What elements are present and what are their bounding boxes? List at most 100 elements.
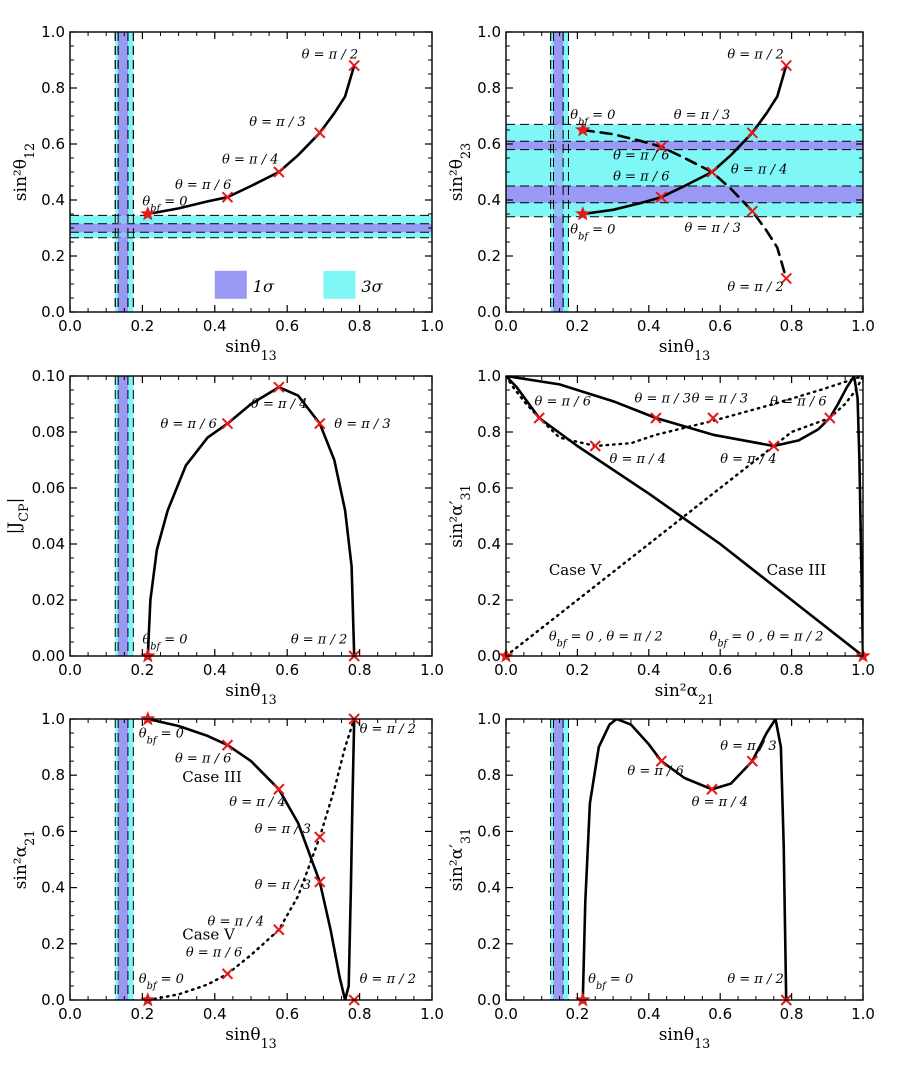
y-tick-label: 0.02: [32, 591, 65, 609]
sigma1-band-vertical: [118, 376, 128, 656]
legend-label-1sigma: 1σ: [253, 277, 275, 296]
y-tick-label: 0.4: [41, 191, 65, 209]
series-line-caseV-dotted: [146, 719, 356, 1000]
case-label: Case III: [767, 561, 827, 579]
y-tick-label: 1.0: [477, 710, 501, 728]
x-axis-label: sin²α21: [655, 681, 715, 708]
legend-swatch-1sigma: [214, 270, 247, 299]
sigma1-band-horizontal: [506, 186, 863, 203]
y-axis-label: |JCP|: [5, 498, 32, 535]
legend-label-3sigma: 3σ: [361, 277, 383, 296]
cross-marker: [746, 127, 759, 139]
point-annotation: θ = π / 3: [255, 822, 311, 837]
cross-marker: [650, 412, 662, 424]
case-label: Case V: [549, 561, 603, 579]
point-annotation: θ = π / 3: [720, 739, 776, 754]
y-tick-label: 0.4: [41, 879, 65, 897]
sigma1-band-horizontal: [70, 223, 432, 233]
x-tick-label: 0.4: [203, 661, 227, 679]
y-tick-label: 0.6: [41, 135, 65, 153]
chart-panel-a: 0.0 0.2 0.4 0.6 0.8 1.0 0.0 0.2 0.4 0.6 0.8 1.0 sinθ…: [11, 23, 444, 364]
point-annotation: θ = π / 6: [175, 178, 231, 193]
cross-marker: [273, 381, 285, 393]
y-axis-label: sin²θ12: [11, 143, 38, 201]
point-annotation: θbf = 0: [570, 223, 615, 243]
point-annotation: θ = π / 3: [334, 417, 390, 432]
x-tick-label: 0.0: [494, 1005, 518, 1023]
cross-marker: [221, 191, 234, 203]
point-annotation: θ = π / 6: [535, 394, 591, 409]
x-tick-label: 0.2: [565, 317, 589, 335]
chart-panel-b: 0.0 0.2 0.4 0.6 0.8 1.0 0.0 0.2 0.4 0.6 0.8 1.0 sinθ…: [447, 23, 875, 364]
y-tick-label: 0.2: [41, 935, 65, 953]
cross-marker: [768, 440, 780, 452]
point-annotation: θbf = 0 , θ = π / 2: [549, 630, 663, 650]
x-tick-label: 0.4: [637, 317, 661, 335]
point-annotation: θ = π / 6: [175, 752, 231, 767]
x-tick-label: 0.6: [275, 1005, 299, 1023]
y-tick-label: 0.0: [477, 991, 501, 1009]
point-annotation: θ = π / 4: [208, 915, 264, 930]
series-line-alpha31: [581, 719, 788, 1000]
y-axis-label: sin²α′31: [447, 484, 474, 548]
cross-marker: [780, 272, 792, 285]
point-annotation: θ = π / 6: [161, 417, 217, 432]
x-tick-label: 0.8: [780, 317, 804, 335]
cross-marker: [221, 968, 234, 980]
x-axis-label: sinθ13: [225, 337, 277, 364]
cross-marker: [780, 59, 792, 72]
point-annotation: θ = π / 6: [627, 764, 683, 779]
x-tick-label: 0.0: [494, 661, 518, 679]
x-tick-label: 0.8: [348, 317, 372, 335]
x-tick-label: 0.6: [708, 317, 732, 335]
cross-marker: [824, 412, 836, 424]
x-axis-label: sinθ13: [225, 1025, 277, 1052]
y-tick-label: 0.0: [477, 647, 501, 665]
x-tick-label: 1.0: [851, 661, 875, 679]
y-tick-label: 0.6: [41, 822, 65, 840]
legend-swatch-3sigma: [323, 270, 356, 299]
y-tick-label: 1.0: [477, 367, 501, 385]
cross-marker: [221, 739, 234, 751]
x-tick-label: 1.0: [420, 317, 444, 335]
y-axis-label: sin²α′31: [447, 828, 474, 892]
point-annotation: θbf = 0: [570, 108, 615, 128]
x-axis-label: sinθ13: [659, 1025, 711, 1052]
cross-marker: [655, 191, 668, 203]
cross-marker: [746, 205, 759, 217]
point-annotation: θ = π / 3: [685, 221, 741, 236]
x-tick-label: 0.4: [203, 317, 227, 335]
y-tick-label: 0.2: [41, 247, 65, 265]
sigma1-band-vertical: [553, 719, 564, 1000]
x-axis-label: sinθ13: [659, 337, 711, 364]
y-tick-label: 0.6: [477, 135, 501, 153]
series-line-caseIII-solid: [506, 376, 863, 656]
chart-panel-d: 0.0 0.2 0.4 0.6 0.8 1.0 0.0 0.2 0.4 0.6 0.8 1.0 sin²…: [447, 367, 875, 708]
sigma1-band-horizontal: [506, 141, 863, 150]
x-tick-label: 0.8: [780, 661, 804, 679]
point-annotation: θbf = 0: [139, 726, 184, 746]
chart-panel-f: 0.0 0.2 0.4 0.6 0.8 1.0 0.0 0.2 0.4 0.6 0.8 1.0 sinθ…: [447, 710, 875, 1052]
cross-marker: [273, 166, 285, 178]
x-axis-label: sinθ13: [225, 681, 277, 708]
point-annotation: θ = π / 4: [222, 153, 278, 168]
case-label: Case V: [182, 926, 236, 944]
y-tick-label: 0.2: [477, 591, 501, 609]
star-marker: [575, 992, 591, 1007]
cross-marker: [746, 755, 759, 767]
cross-marker: [273, 924, 285, 936]
y-tick-label: 0.6: [477, 822, 501, 840]
point-annotation: θbf = 0: [588, 972, 633, 992]
y-tick-label: 0.10: [32, 367, 65, 385]
x-tick-label: 0.0: [58, 1005, 82, 1023]
y-tick-label: 0.2: [477, 247, 501, 265]
x-tick-label: 0.0: [494, 317, 518, 335]
y-axis-label: sin²α21: [11, 830, 38, 890]
x-tick-label: 0.6: [275, 317, 299, 335]
x-tick-label: 0.4: [637, 661, 661, 679]
x-tick-label: 0.2: [130, 661, 154, 679]
y-tick-label: 1.0: [41, 710, 65, 728]
point-annotation: θ = π / 6: [770, 394, 826, 409]
series-line-jcp: [146, 385, 356, 656]
